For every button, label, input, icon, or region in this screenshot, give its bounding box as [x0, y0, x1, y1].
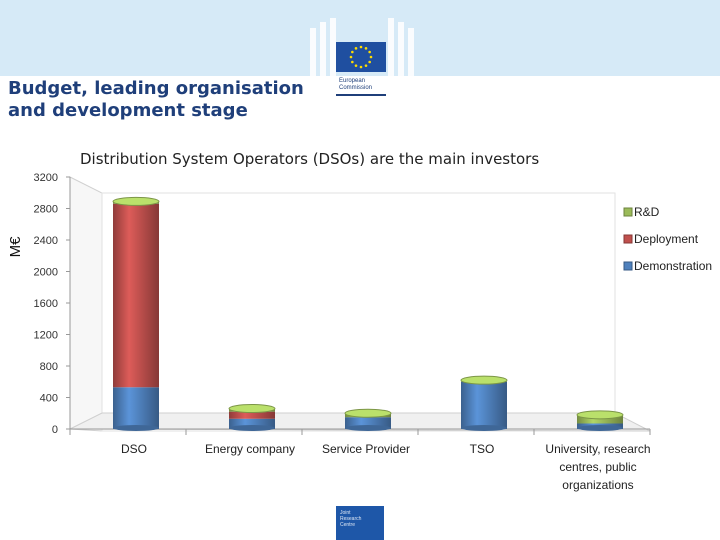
page-title-line1: Budget, leading organisation: [8, 78, 304, 99]
eu-star-icon: [364, 64, 368, 67]
y-tick-label: 1200: [34, 330, 58, 342]
jrc-logo: Joint Research Centre: [336, 506, 384, 540]
eu-star-icon: [354, 47, 358, 50]
bar-demonstration-0: [113, 387, 159, 429]
eu-star-icon: [368, 50, 371, 54]
eu-star-icon: [351, 50, 354, 54]
y-tick-label: 2800: [34, 204, 58, 216]
eu-star-icon: [369, 55, 373, 59]
chart-title: Distribution System Operators (DSOs) are…: [80, 150, 540, 168]
x-tick-label: centres, public: [559, 460, 636, 474]
x-tick-label: organizations: [562, 478, 633, 492]
legend-swatch-0: [623, 207, 633, 217]
jrc-logo-line2: Research: [340, 516, 362, 522]
eu-star-icon: [359, 65, 363, 69]
bar-cap-0: [112, 196, 160, 206]
legend-entry-1: Deployment: [634, 232, 699, 246]
bar-demonstration-3: [461, 381, 507, 429]
y-tick-label: 0: [52, 424, 58, 436]
x-tick-label: Energy company: [205, 442, 295, 456]
x-tick-label: TSO: [470, 442, 495, 456]
bar-base-3: [461, 425, 507, 431]
bar-base-2: [345, 425, 391, 431]
bar-base-1: [229, 425, 275, 431]
y-tick-label: 2400: [34, 235, 58, 247]
y-tick-label: 400: [40, 393, 58, 405]
eu-star-icon: [351, 60, 354, 64]
logo-text-line1: European: [339, 78, 365, 84]
bar-demonstration-2: [345, 417, 391, 429]
jrc-logo-line3: Centre: [340, 522, 356, 528]
bar-deployment-0: [113, 203, 159, 388]
x-tick-label: Service Provider: [322, 442, 410, 456]
y-tick-label: 3200: [34, 172, 58, 184]
budget-chart: 0 400 800 1200 1600 2000 2400 2800 3200 M€ DSO Ener…: [7, 172, 712, 492]
commission-building-graphic: [310, 18, 414, 76]
legend-swatch-1: [623, 234, 633, 244]
jrc-logo-line1: Joint: [340, 510, 351, 516]
bar-cap-2: [344, 408, 392, 418]
legend-entry-2: Demonstration: [634, 259, 712, 273]
bar-base-4: [577, 425, 623, 431]
left-wall: [69, 176, 103, 432]
eu-star-icon: [349, 55, 353, 59]
bar-base-0: [113, 425, 159, 431]
y-tick-label: 1600: [34, 298, 58, 310]
bar-cap-1: [228, 404, 276, 414]
bar-demonstration-1: [229, 418, 275, 429]
eu-star-icon: [364, 47, 368, 50]
european-commission-logo: European Commission: [336, 42, 386, 98]
eu-star-icon: [368, 60, 371, 64]
y-tick-label: 2000: [34, 267, 58, 279]
bar-deployment-1: [229, 411, 275, 419]
x-tick-label: DSO: [121, 442, 147, 456]
y-axis-label: M€: [7, 236, 24, 257]
page-title: Budget, leading organisation and develop…: [8, 78, 304, 122]
legend-entry-0: R&D: [634, 205, 660, 219]
bar-cap-4: [576, 410, 624, 420]
eu-star-icon: [359, 45, 363, 49]
logo-text-line2: Commission: [339, 85, 372, 91]
x-tick-label: University, research: [545, 442, 650, 456]
bar-cap-3: [460, 375, 508, 385]
eu-star-icon: [354, 64, 358, 67]
back-wall: [101, 192, 616, 432]
page-title-line2: and development stage: [8, 100, 248, 121]
legend-swatch-2: [623, 261, 633, 271]
y-tick-label: 800: [40, 361, 58, 373]
